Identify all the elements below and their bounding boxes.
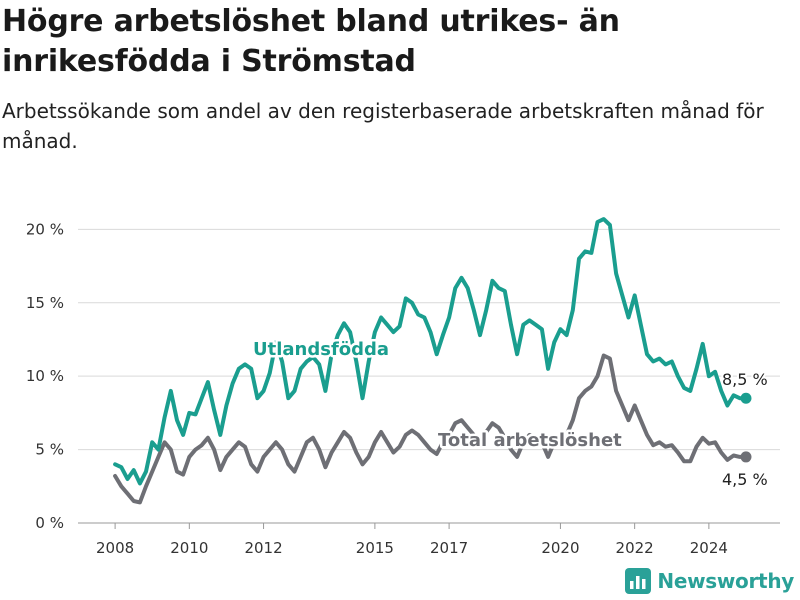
chart-title: Högre arbetslöshet bland utrikes- än inr…: [2, 4, 620, 79]
y-tick-label: 10 %: [26, 367, 64, 385]
x-tick-label: 2020: [541, 539, 579, 557]
end-value-label-utlandsfodda: 8,5 %: [722, 370, 768, 389]
chart-subtitle: Arbetssökande som andel av den registerb…: [2, 99, 764, 153]
grid-lines: [78, 228, 780, 524]
series-line-total-arbetsloshet: [113, 353, 748, 505]
end-value-label-total-arbetsloshet: 4,5 %: [722, 470, 768, 489]
series-name-label-utlandsfodda: Utlandsfödda: [253, 339, 389, 360]
x-tick-label: 2017: [430, 539, 468, 557]
series-lines: [113, 217, 752, 505]
y-axis-ticks: 0 % 5 % 10 % 15 % 20 %: [26, 220, 64, 532]
end-point-total-arbetsloshet: [740, 451, 752, 463]
y-tick-label: 20 %: [26, 220, 64, 238]
series-labels: Utlandsfödda 8,5 % Total arbetslöshet 4,5 %: [251, 337, 770, 492]
x-tick-label: 2015: [356, 539, 394, 557]
y-tick-label: 0 %: [35, 514, 64, 532]
x-axis-ticks: 2008 2010 2012 2015 2017 2020 2022 2024: [96, 523, 728, 557]
brand-name: Newsworthy: [657, 569, 794, 593]
end-point-utlandsfodda: [740, 392, 752, 404]
y-tick-label: 15 %: [26, 294, 64, 312]
x-tick-label: 2012: [244, 539, 282, 557]
bar-chart-logo-icon: [625, 568, 652, 594]
x-tick-label: 2022: [616, 539, 654, 557]
x-tick-label: 2024: [690, 539, 728, 557]
series-line-utlandsfodda: [113, 217, 748, 486]
y-tick-label: 5 %: [35, 441, 64, 459]
x-tick-label: 2008: [96, 539, 134, 557]
x-tick-label: 2010: [170, 539, 208, 557]
series-name-label-total-arbetsloshet: Total arbetslöshet: [438, 430, 622, 451]
newsworthy-brand: Newsworthy: [625, 568, 794, 594]
